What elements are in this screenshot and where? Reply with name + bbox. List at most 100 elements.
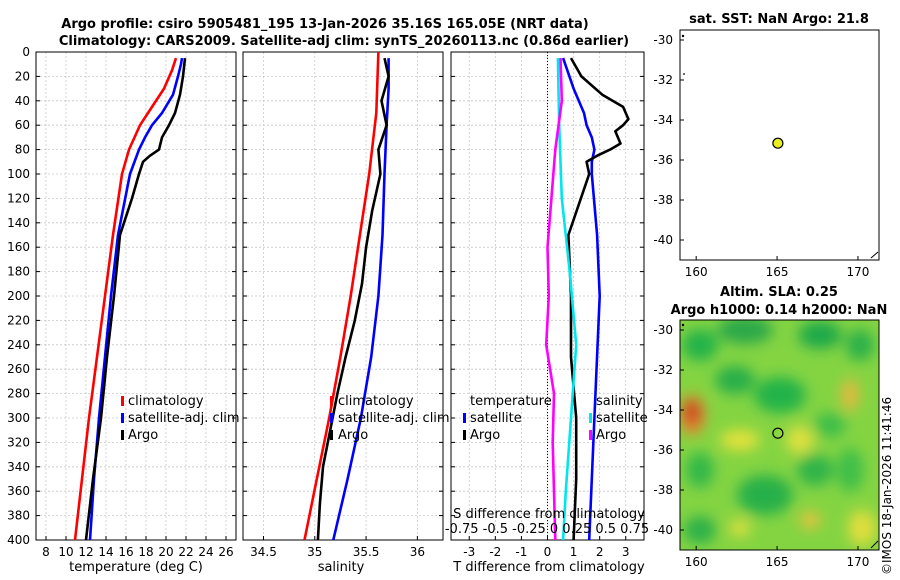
y-tick-label: 120 [7,191,30,205]
sla-map-title-line2: Argo h1000: 0.14 h2000: NaN [671,303,888,318]
legend-satellite-label: satellite-adj. clim [338,411,450,426]
map-y-tick-label: -34 [653,113,673,127]
argo-float-marker [772,427,784,439]
legend-s-argo-label: Argo [596,428,626,443]
x-tick-label: 36 [410,545,425,559]
coast-segment [870,540,879,549]
legend-argo-label: Argo [128,428,158,443]
temperature-lines [73,57,187,541]
legend-climatology-swatch [330,396,333,406]
sla-green-patch [737,475,793,515]
map-x-tick-label: 160 [685,265,708,279]
coast-dot [681,34,685,38]
x-tick-label: 2 [596,545,604,559]
legend-satellite-swatch [121,413,124,423]
y-tick-label: 240 [7,338,30,352]
map-y-tick-label: -32 [653,73,673,87]
y-tick-label: 380 [7,509,30,523]
map-y-tick-label: -38 [653,483,673,497]
salinity-difference-label: S difference from climatology [453,507,645,522]
x-tick-label: -1 [515,545,527,559]
temperature-grid [36,51,236,541]
salinity-grid [243,51,443,541]
sla-map-marks [772,427,784,439]
x-tick-label: 34.5 [250,545,277,559]
depth-y-ticks: 0 20 40 60 80 100 120 140 160 180 200 220 240 260 280 3… [7,45,30,547]
sla-green-patch [717,320,773,344]
temperature-legend: climatology satellite-adj. clim Argo [121,394,240,443]
series-line-satellite-adj-clim [88,57,184,541]
sla-green-patch [814,413,846,437]
sla-yellow-patch [848,510,876,546]
series-line-t-satellite [561,57,602,541]
sla-green-patch [686,452,714,488]
coast-segment [870,251,879,259]
map-y-tick-label: -30 [653,33,673,47]
map-x-tick-label: 160 [685,555,708,569]
legend-climatology-label: climatology [128,394,204,409]
map-x-tick-label: 165 [766,265,789,279]
difference-legend: temperature satellite Argo salinity sate… [463,394,648,443]
x-tick-label: 10 [58,545,73,559]
y-tick-label: 400 [7,533,30,547]
x-tick-label: -2 [489,545,501,559]
legend-argo-swatch [330,430,333,440]
difference-axes-frame [450,51,645,541]
difference-lines [544,57,630,541]
legend-satellite-label: satellite-adj. clim [128,411,240,426]
legend-t-argo-swatch [463,430,466,440]
y-tick-label: 320 [7,435,30,449]
map-y-tick-label: -32 [653,363,673,377]
map-y-tick-label: -36 [653,153,673,167]
map-x-tick-label: 170 [847,265,870,279]
temperature-difference-xlabel: T difference from climatology [452,560,645,575]
y-tick-label: 360 [7,484,30,498]
series-line-s-argo [544,58,564,541]
salinity-lines [303,51,390,541]
sla-map-frame [679,319,880,551]
legend-satellite-swatch [330,413,333,423]
map-y-tick-label: -36 [653,443,673,457]
imos-watermark: ©IMOS 18-Jan-2026 11:41:46 [880,397,894,575]
y-tick-label: 200 [7,289,30,303]
map-y-tick-label: -30 [653,323,673,337]
sla-yellow-patch [730,520,750,536]
salinity-difference-ticks: -0.75 -0.5 -0.25 0 0.25 0.5 0.75 [445,522,649,537]
sla-green-patch [715,366,755,394]
temperature-x-ticks: 8 10 12 14 16 18 20 22 24 26 [42,545,233,559]
x-tick-label: 8 [42,545,50,559]
x-tick-label: -3 [463,545,475,559]
sla-orange-patch [842,379,858,411]
legend-s-satellite-label: satellite [596,411,648,426]
series-line-climatology [303,51,380,541]
y-tick-label: 0 [22,45,30,59]
salinity-legend: climatology satellite-adj. clim Argo [330,394,450,443]
series-line-s-satellite [556,58,578,541]
salinity-xlabel: salinity [318,560,365,575]
coast-dot [683,73,685,75]
sla-map-ticks: 160 165 170 -30 -32 -34 -36 -38 -40 [653,323,869,569]
x-tick-label: 22 [178,545,193,559]
sla-yellow-patch [720,430,760,450]
y-tick-label: 160 [7,240,30,254]
y-tick-label: 260 [7,362,30,376]
sla-green-patch [797,454,833,486]
difference-x-ticks: -3 -2 -1 0 1 2 3 [463,545,629,559]
x-tick-label: 24 [198,545,213,559]
sla-heatmap [680,320,879,550]
figure-title-line2: Climatology: CARS2009. Satellite-adj cli… [59,34,629,49]
sla-green-patch [846,329,874,361]
salinity-axes-frame [242,51,444,541]
x-tick-label: 35.5 [353,545,380,559]
legend-temperature-title: temperature [470,394,552,409]
series-line-climatology [73,57,178,541]
series-line-satellite-adj-clim [332,58,390,541]
map-y-tick-label: -34 [653,403,673,417]
sst-map-panel: sat. SST: NaN Argo: 21.8 160 165 170 -30 -32… [653,12,880,279]
y-tick-label: 220 [7,313,30,327]
series-line-argo [316,57,390,541]
y-tick-label: 140 [7,216,30,230]
figure-title-line1: Argo profile: csiro 5905481_195 13-Jan-2… [61,17,588,32]
legend-salinity-title: salinity [596,394,643,409]
